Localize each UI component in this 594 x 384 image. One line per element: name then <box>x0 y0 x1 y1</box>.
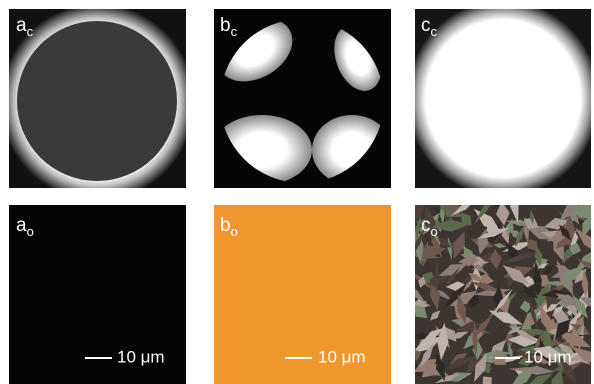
crystal <box>483 376 492 384</box>
scale-bar-label: 10 μm <box>117 347 165 366</box>
panel-cc: cc <box>415 9 591 188</box>
panel-bc: bc <box>206 6 392 188</box>
scale-bar-label: 10 μm <box>318 347 366 366</box>
panel-ao: ao 10 μm <box>9 205 186 384</box>
panel-bo: bo 10 μm <box>214 205 391 384</box>
panel-ac: ac <box>9 9 186 188</box>
image <box>415 9 591 188</box>
scale-bar-label: 10 μm <box>524 347 572 366</box>
crystal <box>493 354 506 365</box>
figure: ac bc cc ao 10 μm bo 10 μm co 10 μm <box>0 0 594 384</box>
dark-disc <box>17 21 177 181</box>
panel-co: co 10 μm <box>403 187 594 384</box>
